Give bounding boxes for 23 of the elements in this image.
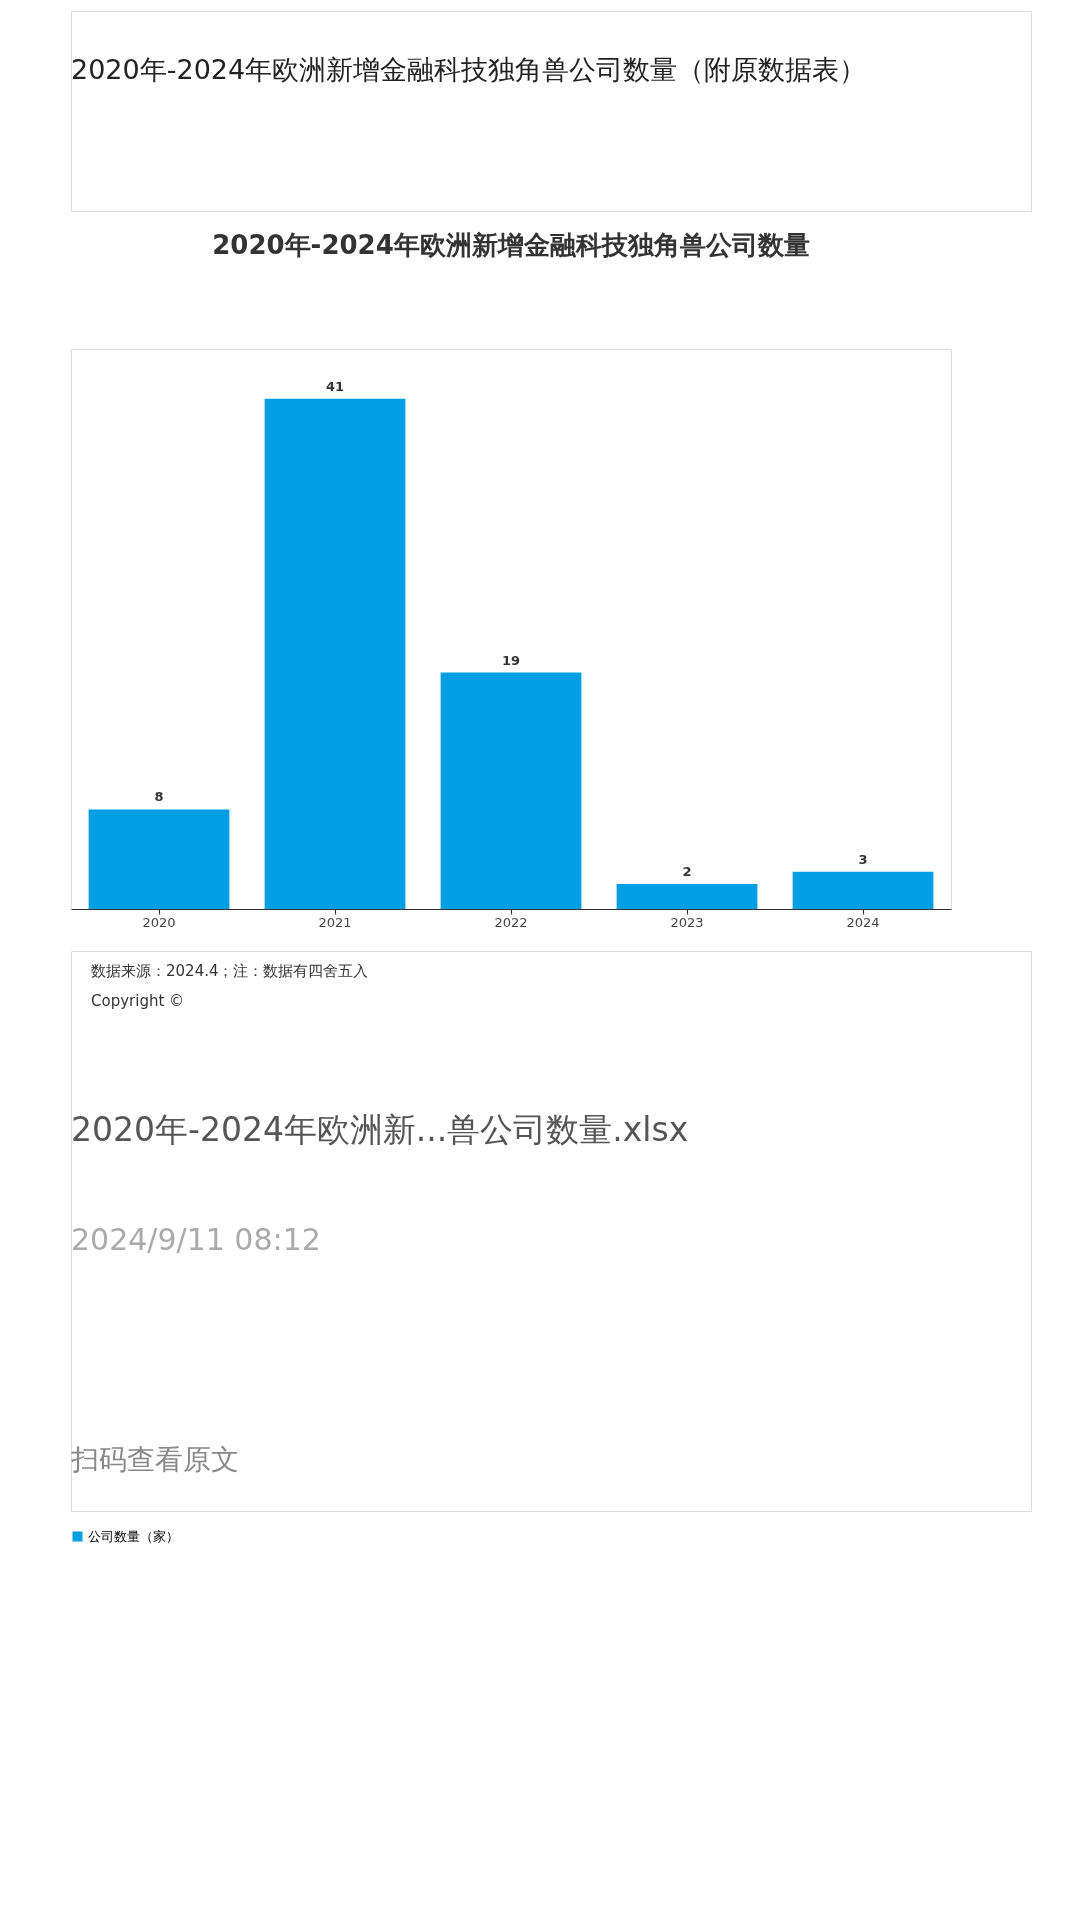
text: Copyright ©: [91, 992, 185, 1010]
bar: [264, 398, 406, 909]
source-note: 数据来源：2024.4；注：数据有四舍五入: [91, 962, 369, 980]
x-tick-label: 2024: [846, 914, 880, 930]
data-label: 2: [682, 864, 692, 880]
text: 2020年-2024年欧洲新增金融科技独角兽公司数量（附原数据表）: [71, 54, 867, 85]
bar: [792, 871, 934, 909]
legend-label: 公司数量（家）: [88, 1528, 179, 1544]
bar: [88, 809, 230, 909]
text: 扫码查看原文: [70, 1443, 239, 1476]
text: 2024/9/11 08:12: [71, 1222, 321, 1257]
x-tick-label: 2020: [142, 914, 176, 930]
bar: [440, 672, 582, 909]
bar: [616, 884, 758, 909]
data-label: 19: [501, 652, 521, 668]
text: 2020年-2024年欧洲新...兽公司数量.xlsx: [71, 1110, 689, 1149]
x-tick-label: 2021: [318, 914, 352, 930]
x-tick-label: 2023: [670, 914, 704, 930]
data-label: 3: [858, 851, 868, 867]
data-label: 8: [154, 789, 164, 805]
chart-title: 2020年-2024年欧洲新增金融科技独角兽公司数量: [212, 230, 810, 260]
data-label: 41: [325, 378, 345, 394]
x-tick-label: 2022: [494, 914, 528, 930]
